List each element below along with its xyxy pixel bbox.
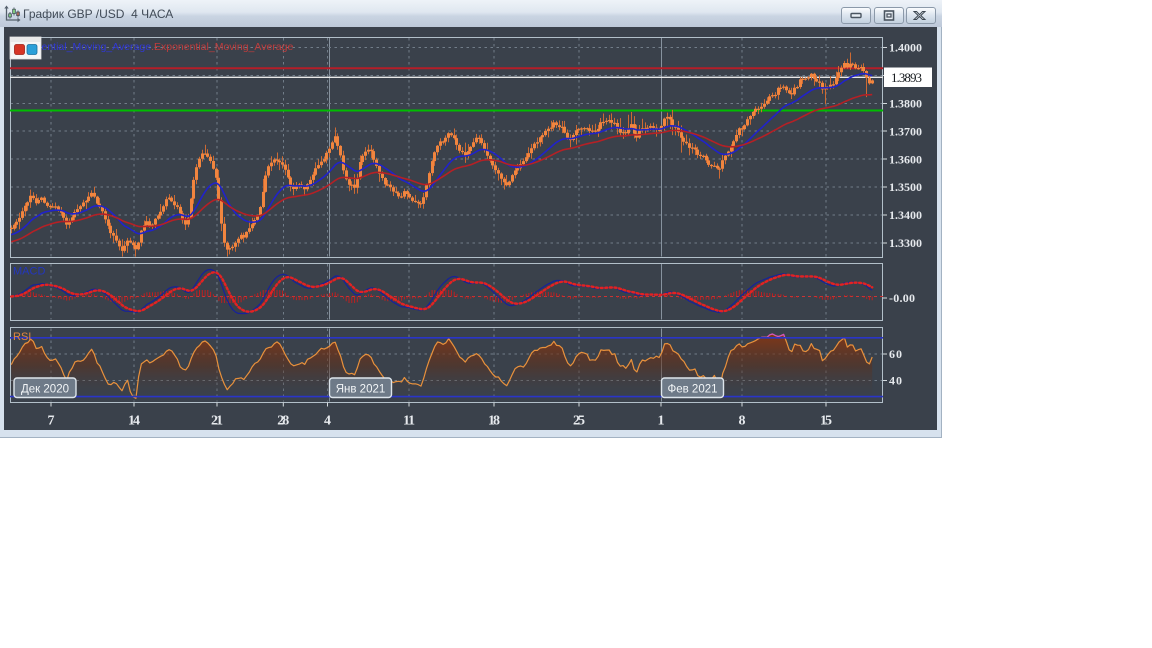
svg-text:11: 11 bbox=[403, 414, 415, 429]
svg-text:1.3700: 1.3700 bbox=[889, 124, 922, 138]
svg-text:60: 60 bbox=[889, 347, 902, 361]
svg-text:Янв 2021: Янв 2021 bbox=[336, 384, 386, 396]
svg-text:1.3300: 1.3300 bbox=[889, 236, 922, 250]
svg-text:21: 21 bbox=[211, 414, 223, 429]
svg-text:18: 18 bbox=[488, 414, 500, 429]
svg-text:Дек 2020: Дек 2020 bbox=[21, 384, 69, 396]
svg-text:MACD: MACD bbox=[13, 266, 45, 278]
svg-text:RSI: RSI bbox=[13, 331, 31, 343]
svg-text:1.3800: 1.3800 bbox=[889, 97, 922, 111]
svg-text:1.3500: 1.3500 bbox=[889, 180, 922, 194]
svg-text:-0.00: -0.00 bbox=[889, 291, 915, 305]
svg-text:28: 28 bbox=[277, 414, 289, 429]
svg-text:1.3893: 1.3893 bbox=[891, 70, 922, 85]
svg-text:1.4000: 1.4000 bbox=[889, 41, 922, 55]
svg-text:Фев 2021: Фев 2021 bbox=[667, 384, 717, 396]
svg-text:4: 4 bbox=[324, 414, 331, 429]
svg-text:15: 15 bbox=[820, 414, 832, 429]
svg-text:14: 14 bbox=[128, 414, 140, 429]
svg-text:1.3600: 1.3600 bbox=[889, 152, 922, 166]
svg-text:ential_Moving_Average.Exponent: ential_Moving_Average.Exponential_Moving… bbox=[42, 41, 294, 53]
svg-text:8: 8 bbox=[739, 414, 746, 429]
svg-text:1: 1 bbox=[658, 414, 665, 429]
svg-text:1.3400: 1.3400 bbox=[889, 208, 922, 222]
svg-text:40: 40 bbox=[889, 374, 902, 388]
svg-text:7: 7 bbox=[48, 414, 55, 429]
svg-text:25: 25 bbox=[573, 414, 585, 429]
